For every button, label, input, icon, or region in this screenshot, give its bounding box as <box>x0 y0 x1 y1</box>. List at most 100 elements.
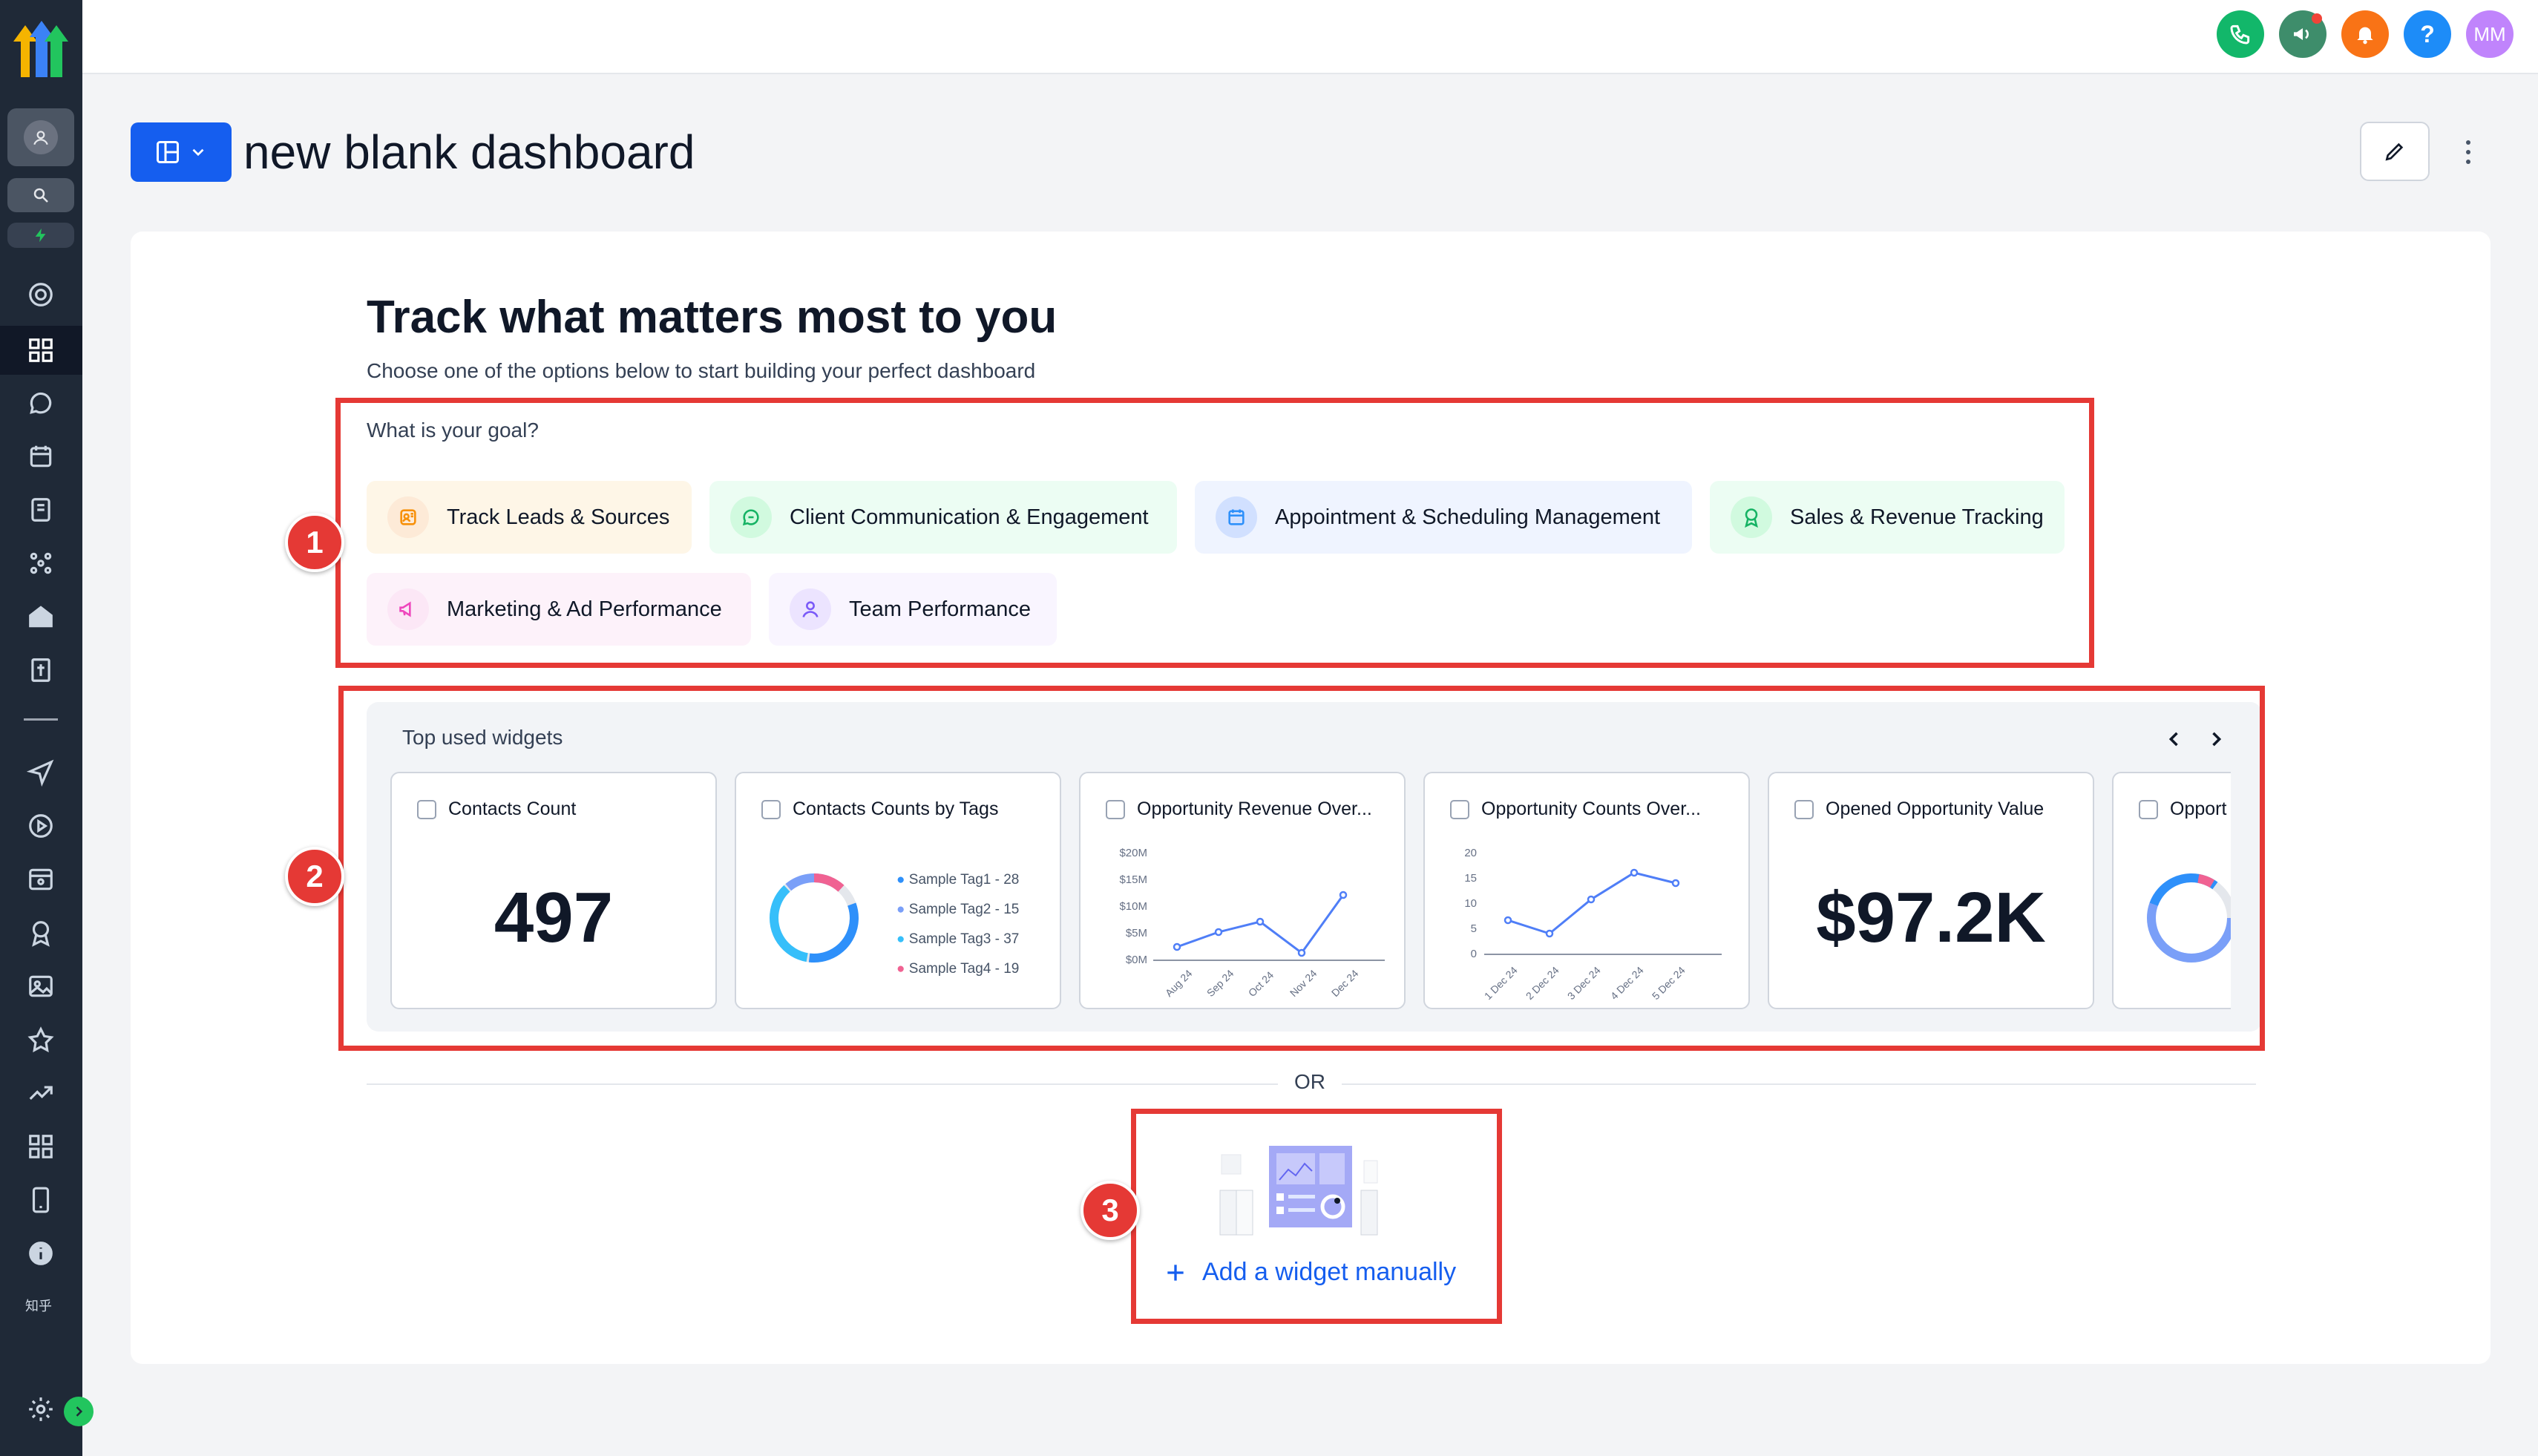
svg-text:$5M: $5M <box>1126 927 1147 939</box>
widget-card-contacts-count[interactable]: Contacts Count 497 <box>390 772 717 1009</box>
or-divider-text: OR <box>1294 1070 1325 1093</box>
goal-chip-appointments[interactable]: Appointment & Scheduling Management <box>1195 481 1692 554</box>
announcements-button[interactable] <box>2279 10 2326 58</box>
svg-text:0: 0 <box>1471 948 1477 960</box>
help-button[interactable]: ? <box>2404 10 2451 58</box>
line-chart-preview-counts: 20 15 10 5 0 1 Dec 24 2 Dec 24 3 Dec 24 … <box>1464 847 1722 1002</box>
calendar-icon[interactable] <box>24 439 58 473</box>
megaphone-icon <box>2294 28 2309 40</box>
star-icon[interactable] <box>24 1023 58 1057</box>
quick-actions-button[interactable] <box>7 223 74 248</box>
dashboard-icon[interactable] <box>24 333 58 367</box>
sites-icon[interactable] <box>24 862 58 896</box>
widgets-carousel: Contacts Count 497 Contacts Counts by Ta… <box>390 764 2231 1017</box>
phone-button[interactable] <box>2217 10 2264 58</box>
payments-icon[interactable] <box>24 653 58 687</box>
sidebar-item-dashboard-active <box>0 326 82 375</box>
marketing-send-icon[interactable] <box>24 755 58 790</box>
svg-text:5: 5 <box>1471 922 1477 935</box>
widget-select-checkbox[interactable] <box>1106 800 1125 819</box>
lightning-icon <box>35 228 46 243</box>
goal-chip-track-leads[interactable]: Track Leads & Sources <box>367 481 692 554</box>
svg-text:$15M: $15M <box>1119 873 1147 886</box>
app-marketplace-icon[interactable] <box>24 1129 58 1164</box>
widget-card-title: Opportunity Revenue Over... <box>1137 798 1372 819</box>
widget-card-value: 497 <box>494 878 614 957</box>
conversations-icon[interactable] <box>24 386 58 420</box>
goal-chip-sales-revenue[interactable]: Sales & Revenue Tracking <box>1710 481 2065 554</box>
kebab-dot <box>2466 150 2470 154</box>
widget-select-checkbox[interactable] <box>417 800 436 819</box>
onboarding-heading: Track what matters most to you <box>367 292 1058 343</box>
sidebar: 知乎 <box>0 0 94 1456</box>
widget-card-opened-opportunity-value[interactable]: Opened Opportunity Value $97.2K <box>1768 772 2094 1009</box>
or-divider-right <box>1342 1083 2256 1085</box>
widgets-prev-button[interactable] <box>2160 724 2189 754</box>
add-widget-manually-button[interactable]: Add a widget manually <box>1164 1258 1456 1287</box>
megaphone-icon <box>387 588 429 630</box>
dashboard-switcher-button[interactable] <box>131 122 232 182</box>
reporting-trend-icon[interactable] <box>24 1076 58 1110</box>
expand-sidebar-button[interactable] <box>64 1397 94 1426</box>
app-logo[interactable] <box>10 19 71 79</box>
widget-card-contacts-by-tags[interactable]: Contacts Counts by Tags ● Sample Tag1 - … <box>735 772 1061 1009</box>
widget-card-opportunity-counts[interactable]: Opportunity Counts Over... 20 15 10 5 0 … <box>1423 772 1750 1009</box>
goal-chip-label: Appointment & Scheduling Management <box>1275 505 1661 529</box>
goal-chip-label: Team Performance <box>849 597 1031 621</box>
info-icon[interactable] <box>24 1236 58 1270</box>
search-icon <box>33 188 48 203</box>
chat-bubble-icon <box>730 496 772 538</box>
automation-icon[interactable] <box>24 809 58 843</box>
or-divider-left <box>367 1083 1278 1085</box>
widget-card-opportunity-revenue[interactable]: Opportunity Revenue Over... $20M $15M $1… <box>1079 772 1406 1009</box>
svg-text:10: 10 <box>1464 897 1477 910</box>
goal-chip-marketing-ads[interactable]: Marketing & Ad Performance <box>367 573 751 646</box>
mobile-app-icon[interactable] <box>24 1183 58 1217</box>
widget-card-opportunity-partial[interactable]: Opport <box>2112 772 2231 1009</box>
contact-card-icon <box>387 496 429 538</box>
account-switcher[interactable] <box>7 108 74 166</box>
widget-select-checkbox[interactable] <box>761 800 781 819</box>
opportunities-icon[interactable] <box>24 546 58 580</box>
widgets-section-title: Top used widgets <box>402 726 563 749</box>
more-options-button[interactable] <box>2453 134 2483 171</box>
widget-card-title: Contacts Counts by Tags <box>793 798 999 819</box>
search-button[interactable] <box>7 178 74 212</box>
home-icon[interactable] <box>24 600 58 634</box>
notifications-button[interactable] <box>2341 10 2389 58</box>
svg-text:$20M: $20M <box>1119 847 1147 859</box>
widget-card-value: $97.2K <box>1816 878 2046 957</box>
chevron-right-icon <box>2212 732 2222 747</box>
calendar-icon <box>1216 496 1257 538</box>
annotation-badge-2: 2 <box>285 847 344 906</box>
goal-chip-label: Client Communication & Engagement <box>790 505 1149 529</box>
donut-chart-preview <box>770 873 859 963</box>
widget-select-checkbox[interactable] <box>1794 800 1814 819</box>
widget-select-checkbox[interactable] <box>1450 800 1469 819</box>
legend-item: ● Sample Tag1 - 28 <box>896 872 1020 888</box>
user-icon <box>790 588 831 630</box>
media-icon[interactable] <box>24 969 58 1003</box>
goal-chip-client-communication[interactable]: Client Communication & Engagement <box>709 481 1177 554</box>
chevron-left-icon <box>2168 732 2178 747</box>
annotation-badge-3: 3 <box>1081 1181 1140 1240</box>
user-avatar[interactable]: MM <box>2466 10 2514 58</box>
annotation-box-add-widget <box>1131 1109 1502 1324</box>
edit-dashboard-button[interactable] <box>2360 122 2430 181</box>
widgets-next-button[interactable] <box>2201 724 2231 754</box>
svg-text:20: 20 <box>1464 847 1477 859</box>
annotation-badge-1: 1 <box>285 513 344 572</box>
widget-select-checkbox[interactable] <box>2139 800 2158 819</box>
widget-card-title: Opened Opportunity Value <box>1826 798 2044 819</box>
settings-icon[interactable] <box>24 1392 58 1426</box>
legend-item: ● Sample Tag4 - 19 <box>896 961 1020 977</box>
contacts-icon[interactable] <box>24 493 58 527</box>
bell-icon <box>2357 27 2373 45</box>
pencil-icon <box>2385 142 2404 161</box>
top-bar: ? MM <box>82 0 2538 74</box>
reputation-icon[interactable] <box>24 916 58 950</box>
launchpad-icon[interactable] <box>24 278 58 312</box>
svg-text:15: 15 <box>1464 872 1477 885</box>
legend-item: ● Sample Tag2 - 15 <box>896 902 1020 917</box>
goal-chip-team-performance[interactable]: Team Performance <box>769 573 1057 646</box>
